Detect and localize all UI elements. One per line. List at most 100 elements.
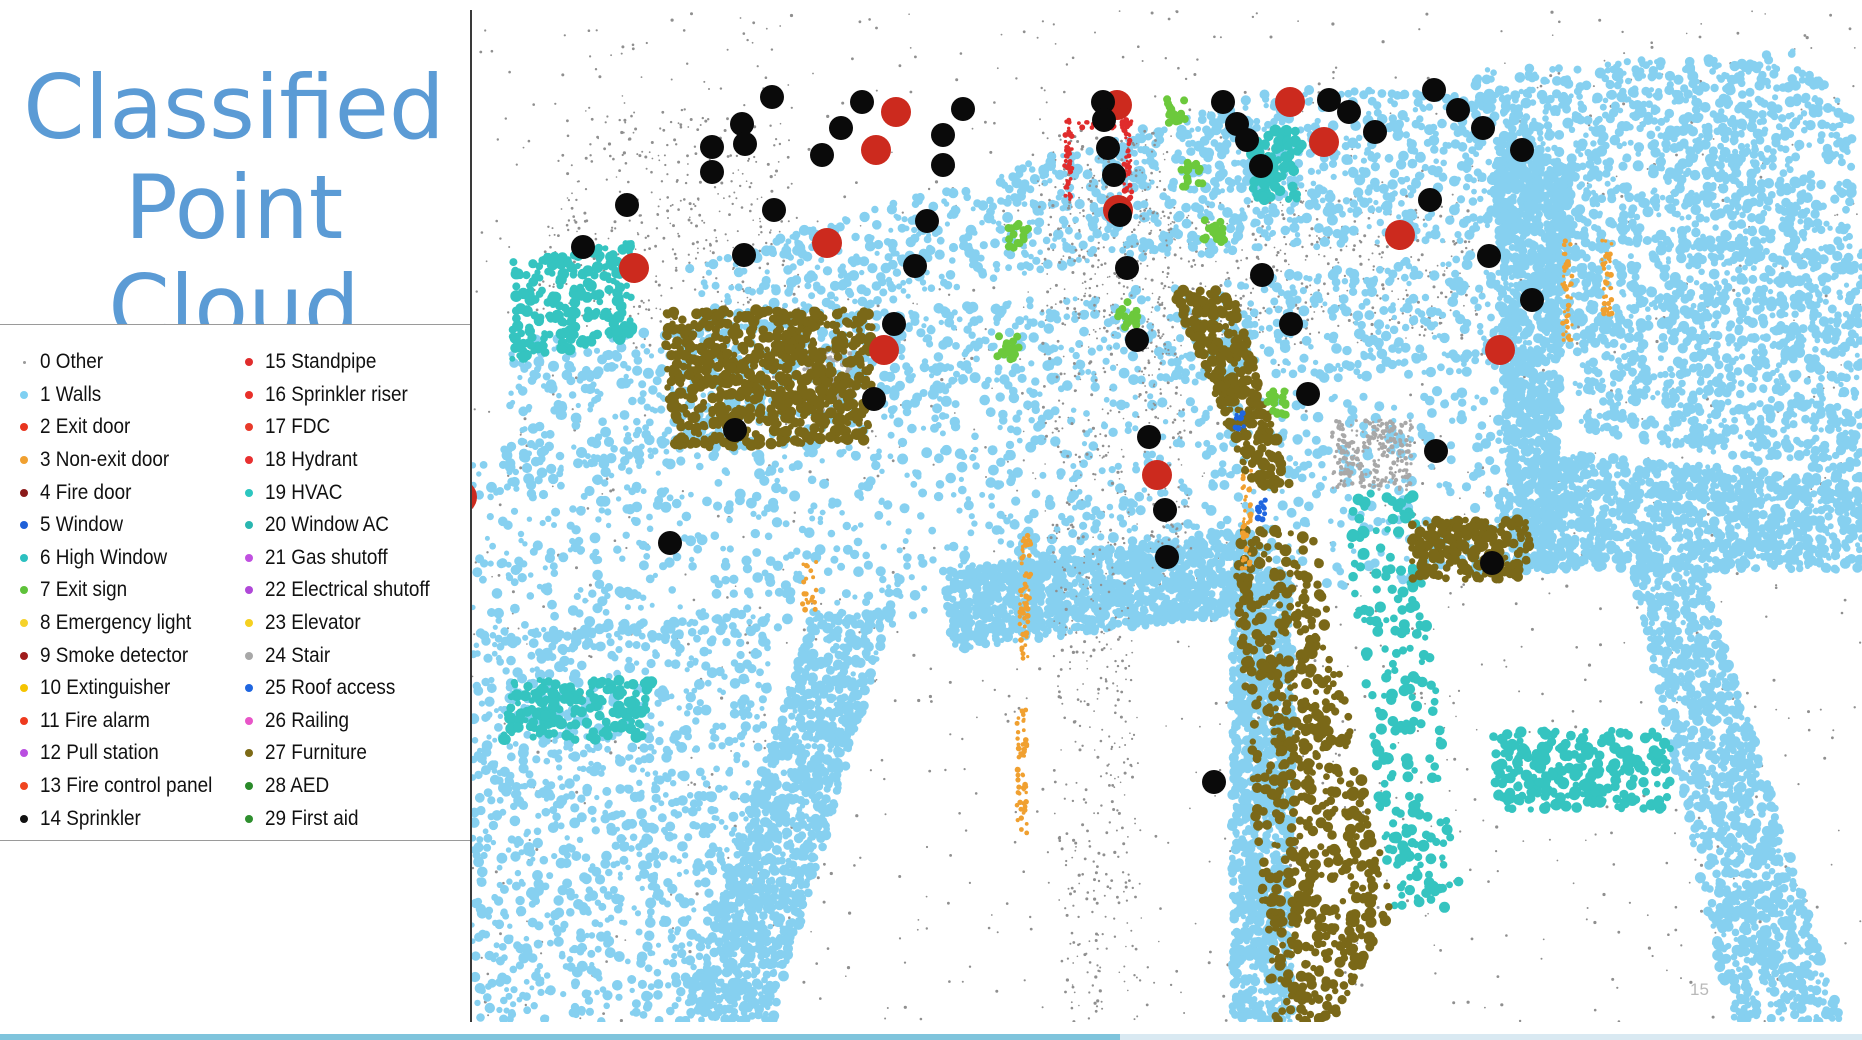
sprinkler-point: [882, 312, 906, 336]
legend-item: 2 Exit door: [20, 411, 231, 444]
legend-label: 4 Fire door: [40, 481, 131, 505]
legend-swatch: [245, 456, 253, 465]
legend-label: 25 Roof access: [265, 676, 395, 700]
legend-label: 20 Window AC: [265, 513, 389, 537]
smoke-detector-point: [812, 228, 842, 258]
legend-item: 27 Furniture: [245, 737, 448, 770]
sprinkler-point: [723, 418, 747, 442]
legend-item: 5 Window: [20, 509, 231, 542]
legend-column-left: 0 Other 1 Walls 2 Exit door 3 Non-exit door…: [20, 346, 231, 835]
sprinkler-point: [1235, 128, 1259, 152]
sprinkler-point: [571, 235, 595, 259]
legend-item: 1 Walls: [20, 379, 231, 412]
legend-label: 0 Other: [40, 350, 103, 374]
slide-footer-bar: [0, 1034, 1862, 1040]
legend-label: 22 Electrical shutoff: [265, 578, 430, 602]
legend-item: 19 HVAC: [245, 476, 448, 509]
legend-swatch: [245, 684, 253, 693]
legend-item: 25 Roof access: [245, 672, 448, 705]
sprinkler-point: [1249, 154, 1273, 178]
smoke-detector-point: [1309, 127, 1339, 157]
sprinkler-point: [1424, 439, 1448, 463]
smoke-detector-point: [1485, 335, 1515, 365]
sprinkler-point: [1317, 88, 1341, 112]
legend-label: 29 First aid: [265, 807, 358, 831]
sprinkler-point: [700, 160, 724, 184]
legend-swatch: [20, 782, 28, 791]
legend-item: 29 First aid: [245, 802, 448, 835]
sprinkler-point: [1520, 288, 1544, 312]
legend-swatch: [20, 586, 28, 595]
legend-swatch: [245, 716, 253, 725]
sprinkler-point: [733, 132, 757, 156]
legend-label: 28 AED: [265, 774, 329, 798]
legend-label: 1 Walls: [40, 383, 101, 407]
sprinkler-point: [829, 116, 853, 140]
legend-item: 10 Extinguisher: [20, 672, 231, 705]
sprinkler-point: [862, 387, 886, 411]
sprinkler-point: [1137, 425, 1161, 449]
legend-item: 24 Stair: [245, 639, 448, 672]
legend-label: 6 High Window: [40, 546, 167, 570]
legend-item: 13 Fire control panel: [20, 770, 231, 803]
legend-swatch: [245, 423, 253, 432]
legend-swatch: [20, 423, 28, 432]
sprinkler-point: [1422, 78, 1446, 102]
sprinkler-point: [903, 254, 927, 278]
legend-swatch: [245, 358, 253, 367]
sprinkler-point: [760, 85, 784, 109]
legend-label: 24 Stair: [265, 644, 330, 668]
sprinkler-point: [931, 123, 955, 147]
sprinkler-point: [1337, 100, 1361, 124]
legend-swatch: [20, 651, 28, 660]
legend-label: 15 Standpipe: [265, 350, 376, 374]
legend-swatch: [20, 390, 28, 399]
slide-title-line-2: Point Cloud: [0, 158, 468, 358]
sprinkler-point: [700, 135, 724, 159]
legend-item: 3 Non-exit door: [20, 444, 231, 477]
legend-swatch: [245, 390, 253, 399]
legend-label: 19 HVAC: [265, 481, 342, 505]
legend-item: 23 Elevator: [245, 607, 448, 640]
smoke-detector-point: [619, 253, 649, 283]
legend-swatch: [245, 782, 253, 791]
sprinkler-point: [1091, 90, 1115, 114]
legend-label: 16 Sprinkler riser: [265, 383, 408, 407]
legend-swatch: [20, 749, 28, 758]
legend-item: 14 Sprinkler: [20, 802, 231, 835]
sprinkler-point: [850, 90, 874, 114]
legend-column-right: 15 Standpipe 16 Sprinkler riser 17 FDC 18 H…: [245, 346, 448, 835]
panel-divider: [470, 10, 472, 1022]
legend-item: 21 Gas shutoff: [245, 542, 448, 575]
legend-swatch: [20, 521, 28, 530]
legend-swatch: [245, 651, 253, 660]
legend-item: 15 Standpipe: [245, 346, 448, 379]
legend-swatch: [245, 749, 253, 758]
legend-label: 14 Sprinkler: [40, 807, 141, 831]
legend-item: 18 Hydrant: [245, 444, 448, 477]
slide-footer-accent: [0, 1034, 1120, 1040]
sprinkler-point: [1279, 312, 1303, 336]
sprinkler-point: [1155, 545, 1179, 569]
legend-item: 26 Railing: [245, 705, 448, 738]
sprinkler-point: [730, 112, 754, 136]
sprinkler-point: [1418, 188, 1442, 212]
sprinkler-point: [1363, 120, 1387, 144]
sprinkler-point: [1211, 90, 1235, 114]
sprinkler-point: [1125, 328, 1149, 352]
legend-item: 7 Exit sign: [20, 574, 231, 607]
legend-item: 8 Emergency light: [20, 607, 231, 640]
legend-swatch: [20, 553, 28, 562]
legend-swatch: [23, 360, 26, 364]
sprinkler-point: [931, 153, 955, 177]
class-legend: 0 Other 1 Walls 2 Exit door 3 Non-exit door…: [0, 324, 470, 841]
legend-swatch: [245, 814, 253, 823]
sprinkler-point: [951, 97, 975, 121]
legend-label: 21 Gas shutoff: [265, 546, 388, 570]
point-cloud-viewport[interactable]: [472, 10, 1862, 1022]
sprinkler-point: [615, 193, 639, 217]
legend-swatch: [245, 586, 253, 595]
sprinkler-point: [810, 143, 834, 167]
sprinkler-point: [1153, 498, 1177, 522]
sprinkler-point: [732, 243, 756, 267]
